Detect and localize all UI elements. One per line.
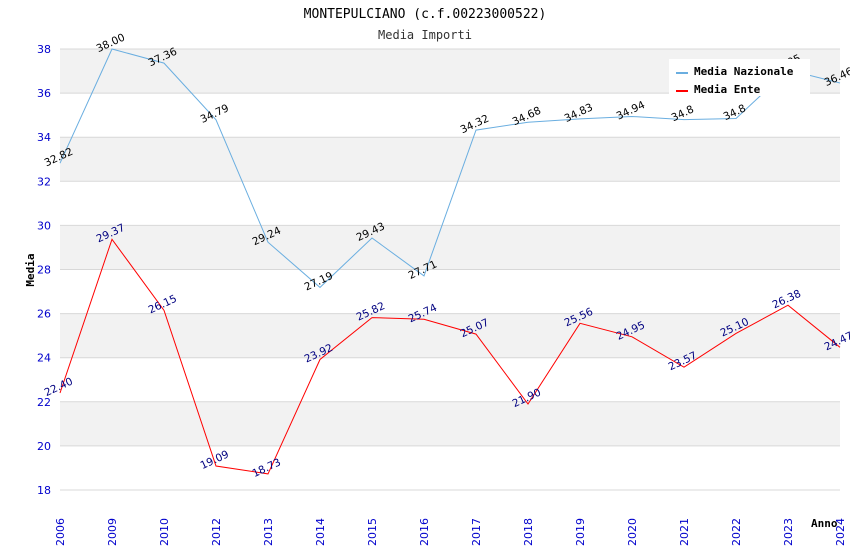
x-tick-label: 2022: [730, 518, 743, 546]
legend: Media Nazionale Media Ente: [669, 59, 810, 96]
x-tick-label: 2020: [626, 518, 639, 546]
x-tick-label: 2014: [314, 518, 327, 546]
grid-band: [60, 137, 840, 182]
y-axis-label: Media: [24, 253, 37, 286]
x-axis-ticks: 2006 2009 2010 2012 2013 2014 2015 2016 2017 2018…: [54, 518, 847, 546]
y-tick-label: 34: [37, 131, 51, 144]
series-line-media-ente: [59, 238, 841, 475]
x-tick-label: 2009: [106, 518, 119, 546]
x-tick-label: 2023: [782, 518, 795, 546]
x-tick-label: 2018: [522, 518, 535, 546]
x-tick-label: 2012: [210, 518, 223, 546]
y-tick-label: 32: [37, 175, 51, 188]
x-tick-label: 2013: [262, 518, 275, 546]
y-axis-ticks: 18 20 22 24 26 28 30 32 34 36 38: [37, 43, 51, 497]
legend-box: [669, 59, 810, 96]
y-tick-label: 20: [37, 440, 51, 453]
grid-band: [60, 225, 840, 270]
x-tick-label: 2010: [158, 518, 171, 546]
y-tick-label: 26: [37, 308, 51, 321]
x-tick-label: 2017: [470, 518, 483, 546]
x-tick-label: 2015: [366, 518, 379, 546]
chart-subtitle: Media Importi: [378, 28, 472, 42]
y-tick-label: 28: [37, 264, 51, 277]
series-lines: [59, 48, 841, 475]
x-tick-label: 2016: [418, 518, 431, 546]
y-tick-label: 18: [37, 484, 51, 497]
y-tick-label: 22: [37, 396, 51, 409]
x-axis-label: Anno: [811, 517, 838, 530]
plot-background: [60, 48, 840, 491]
legend-label-media-ente: Media Ente: [694, 83, 761, 96]
x-tick-label: 2024: [834, 518, 847, 546]
y-tick-label: 38: [37, 43, 51, 56]
legend-label-media-nazionale: Media Nazionale: [694, 65, 794, 78]
x-tick-label: 2019: [574, 518, 587, 546]
grid-band: [60, 93, 840, 138]
x-tick-label: 2006: [54, 518, 67, 546]
chart-title: MONTEPULCIANO (c.f.00223000522): [304, 7, 547, 22]
y-tick-label: 24: [37, 352, 51, 365]
series-line-media-nazionale: [59, 48, 841, 289]
x-tick-label: 2021: [678, 518, 691, 546]
grid-band: [60, 401, 840, 446]
y-tick-label: 36: [37, 87, 51, 100]
grid-band: [60, 445, 840, 490]
grid-band: [60, 357, 840, 402]
grid-band: [60, 269, 840, 314]
y-tick-label: 30: [37, 219, 51, 232]
